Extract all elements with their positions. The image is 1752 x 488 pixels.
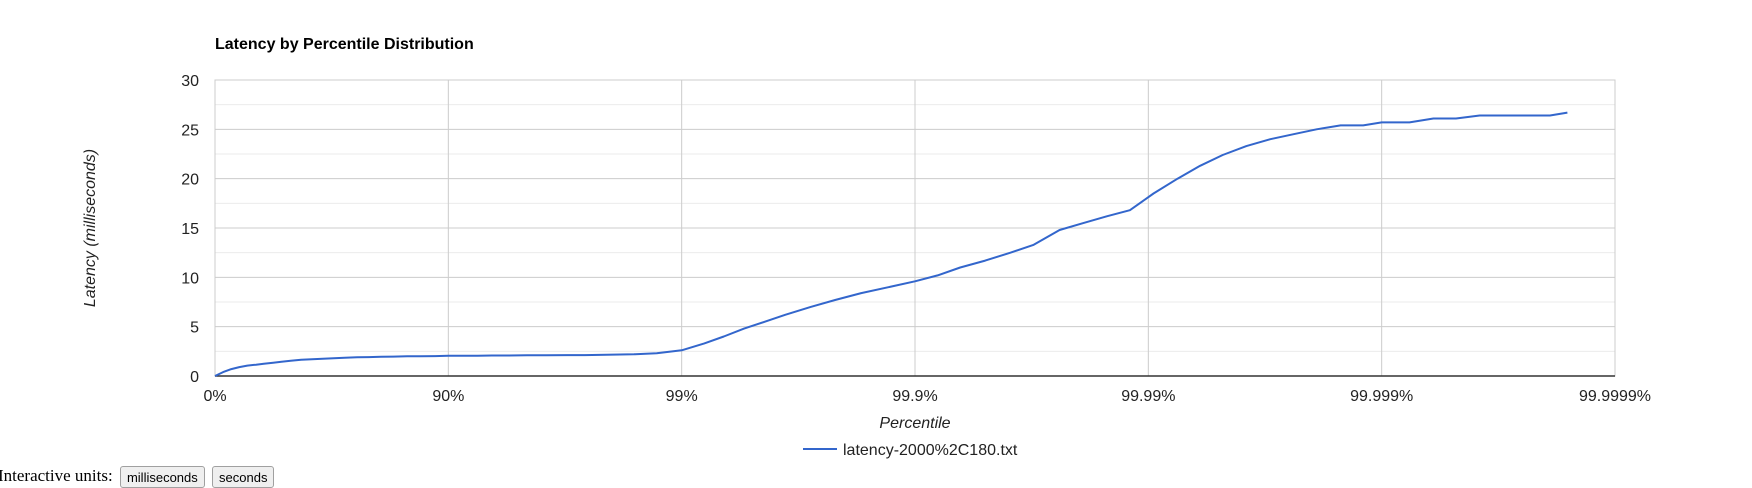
y-tick-label: 15	[181, 221, 199, 238]
x-tick-label: 90%	[432, 388, 464, 405]
interactive-units-controls: Interactive units: milliseconds seconds	[0, 466, 275, 488]
y-tick-label: 25	[181, 122, 199, 139]
y-axis-title: Latency (milliseconds)	[82, 149, 99, 307]
y-tick-label: 20	[181, 172, 199, 189]
series-line	[214, 111, 1568, 377]
x-tick-label: 99.9%	[892, 388, 937, 405]
y-tick-label: 10	[181, 270, 199, 287]
y-axis-tick-labels: 0 5 10 15 20 25 30	[181, 73, 199, 386]
y-tick-label: 30	[181, 73, 199, 90]
legend-label: latency-2000%2C180.txt	[843, 442, 1018, 459]
latency-chart: Latency by Percentile Distribution 0 5 10 1…	[82, 36, 1651, 459]
chart-grid	[214, 79, 1616, 377]
x-tick-label: 99.9999%	[1579, 388, 1651, 405]
y-tick-label: 5	[190, 320, 199, 337]
x-tick-label: 99.999%	[1350, 388, 1413, 405]
seconds-button[interactable]: seconds	[212, 466, 275, 488]
x-tick-label: 99.99%	[1121, 388, 1175, 405]
series-group	[214, 111, 1568, 377]
x-tick-label: 0%	[203, 388, 226, 405]
x-axis-title: Percentile	[879, 415, 950, 432]
x-axis-tick-labels: 0% 90% 99% 99.9% 99.99% 99.999% 99.9999%	[203, 388, 1651, 405]
y-tick-label: 0	[190, 369, 199, 386]
x-tick-label: 99%	[666, 388, 698, 405]
chart-title: Latency by Percentile Distribution	[215, 36, 474, 53]
units-label: Interactive units:	[0, 466, 113, 485]
milliseconds-button[interactable]: milliseconds	[119, 466, 205, 488]
legend: latency-2000%2C180.txt	[803, 442, 1018, 459]
